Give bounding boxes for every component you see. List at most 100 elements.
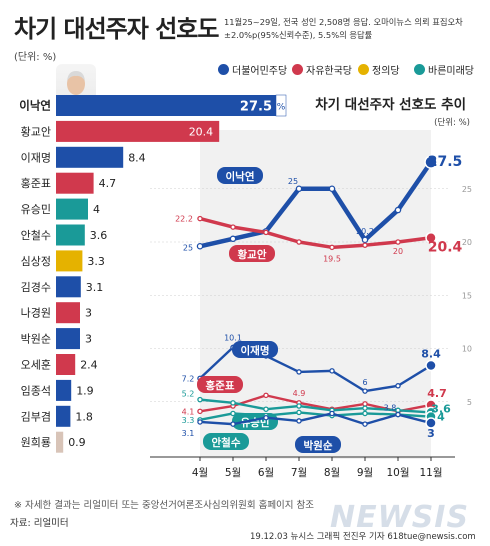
series-point — [395, 411, 401, 418]
bar-unit-label: (단위: %) — [14, 52, 57, 63]
bar-category-label: 나경원 — [21, 307, 51, 320]
series-point — [362, 242, 368, 248]
series-point — [362, 405, 368, 411]
credit-line: 19.12.03 뉴시스 그래픽 전진우 기자 618tue@newsis.co… — [250, 532, 476, 542]
series-name-label: 이재명 — [241, 344, 270, 357]
bar — [56, 95, 276, 116]
bar-value-label: 8.4 — [128, 151, 146, 164]
bar-value-label: 3 — [85, 333, 92, 346]
series-point — [229, 235, 237, 243]
bar-cap — [275, 94, 287, 117]
y-tick-label: 15 — [462, 291, 472, 300]
data-label: 4.9 — [293, 389, 306, 398]
data-label: 10.1 — [224, 333, 242, 342]
bar — [56, 250, 83, 272]
bar-unit-suffix: % — [277, 103, 286, 113]
series-name-tag — [295, 436, 341, 453]
x-tick-label: 8월 — [324, 467, 340, 479]
bar — [56, 276, 81, 298]
series-name-label: 박원순 — [304, 439, 333, 452]
bar-value-label: 27.5 — [240, 100, 272, 115]
bar-value-label: 3.3 — [87, 255, 105, 268]
series-point — [263, 229, 269, 236]
data-label: 8.4 — [421, 348, 441, 361]
data-label: 6 — [362, 378, 367, 387]
bar-category-label: 이낙연 — [19, 99, 51, 113]
legend-dot-icon — [414, 64, 425, 75]
bar-value-label: 1.9 — [76, 384, 94, 397]
legend-dot-icon — [292, 64, 303, 75]
series-name-tag — [232, 341, 278, 358]
bar — [56, 405, 71, 427]
series-name-tag — [203, 433, 249, 450]
bar-category-label: 유승민 — [21, 203, 51, 216]
series-name-label: 이낙연 — [226, 170, 255, 183]
data-label: 20 — [393, 247, 403, 256]
series-point — [362, 388, 368, 394]
source-label: 자료: 리얼미터 — [10, 518, 69, 529]
series-point — [296, 418, 302, 424]
bar-category-label: 임종석 — [21, 384, 51, 397]
data-label: 3.6 — [431, 403, 451, 416]
data-label: 19.5 — [323, 254, 341, 263]
series-point — [196, 243, 204, 250]
y-tick-label: 20 — [462, 238, 472, 247]
bar-category-label: 김경수 — [21, 281, 51, 294]
bar-category-label: 오세훈 — [21, 359, 51, 372]
legend-label: 자유한국당 — [306, 66, 352, 77]
series-point — [197, 215, 203, 222]
bar-value-label: 0.9 — [68, 436, 86, 449]
newsis-watermark: NEWSIS — [330, 500, 470, 535]
series-line — [199, 411, 432, 422]
bar — [56, 172, 94, 194]
series-point — [395, 239, 401, 245]
legend-label: 정의당 — [372, 66, 400, 77]
series-point — [395, 383, 401, 389]
data-label: 27.5 — [428, 154, 463, 170]
page-title: 차기 대선주자 선호도 — [14, 15, 219, 43]
series-point — [362, 410, 368, 417]
data-label: 22.2 — [175, 215, 193, 224]
bar — [56, 146, 124, 168]
bar-value-label: 4.7 — [99, 177, 117, 190]
bar — [56, 354, 76, 375]
legend-dot-icon — [358, 64, 369, 75]
data-label: 4.1 — [182, 407, 195, 416]
party-legend: 더불어민주당 자유한국당 정의당 바른미래당 — [218, 62, 488, 78]
legend-item: 정의당 — [358, 62, 400, 77]
bar — [56, 379, 72, 401]
data-label: 20.2 — [356, 227, 374, 236]
bar-category-label: 황교안 — [21, 125, 51, 138]
series-point — [296, 239, 302, 245]
series-point — [395, 407, 401, 414]
series-point — [230, 410, 236, 417]
series-end-point — [425, 359, 437, 372]
bar-category-label: 이재명 — [21, 151, 51, 164]
series-point — [197, 408, 203, 415]
bar — [56, 120, 220, 142]
x-tick-label: 5월 — [225, 467, 241, 479]
legend-label: 더불어민주당 — [232, 66, 288, 77]
series-end-point — [425, 231, 437, 244]
series-line — [199, 398, 432, 414]
x-tick-label: 10월 — [386, 467, 409, 479]
series-point — [394, 206, 402, 214]
bar-value-label: 20.4 — [189, 125, 214, 138]
bar-category-label: 김부겸 — [21, 410, 51, 423]
data-label: 25 — [183, 243, 193, 252]
data-label: 3.8 — [384, 404, 397, 413]
data-label: 20.4 — [428, 240, 463, 256]
series-point — [361, 236, 369, 244]
series-point — [197, 419, 203, 425]
data-label: 3.1 — [182, 429, 195, 438]
y-tick-label: 25 — [462, 185, 472, 194]
legend-label: 바른미래당 — [428, 66, 474, 77]
bar — [56, 328, 80, 350]
series-name-label: 황교안 — [238, 248, 267, 261]
data-label: 25 — [288, 177, 298, 186]
line-chart-title: 차기 대선주자 선호도 추이 — [315, 96, 466, 113]
bar — [56, 224, 85, 246]
series-point — [329, 410, 335, 417]
line-chart-unit: (단위: %) — [434, 117, 470, 128]
